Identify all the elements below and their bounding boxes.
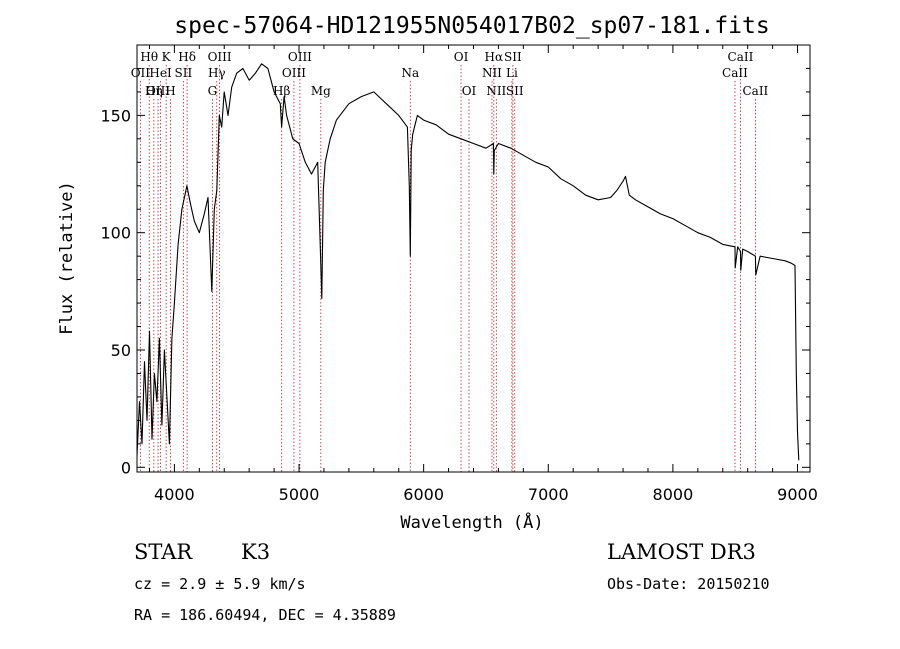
y-tick-label-50: 50 bbox=[111, 341, 131, 360]
line-label-14: Hβ bbox=[273, 84, 290, 98]
object-subclass: K3 bbox=[241, 540, 270, 564]
line-label-20: NII bbox=[482, 66, 502, 80]
line-label-4: HeI bbox=[149, 66, 172, 80]
chart-title: spec-57064-HD121955N054017B02_sp07-181.f… bbox=[174, 13, 769, 39]
x-axis-label: Wavelength (Å) bbox=[400, 511, 543, 533]
line-label-25: CaII bbox=[728, 50, 754, 64]
spectrum-line bbox=[136, 63, 800, 461]
line-label-17: OI bbox=[454, 50, 469, 64]
emission-line-markers bbox=[139, 65, 756, 472]
line-label-15: Mg bbox=[311, 84, 331, 98]
x-tick-label-5000: 5000 bbox=[279, 485, 320, 504]
line-label-27: CaII bbox=[742, 84, 768, 98]
line-label-26: CaII bbox=[722, 66, 748, 80]
line-label-10: Hγ bbox=[208, 66, 226, 80]
line-label-3: K bbox=[162, 50, 172, 64]
object-class: STAR bbox=[134, 540, 193, 564]
line-label-9: OIII bbox=[208, 50, 232, 64]
line-label-11: G bbox=[208, 84, 218, 98]
y-tick-label-0: 0 bbox=[121, 458, 131, 477]
observation-date: Obs-Date: 20150210 bbox=[607, 575, 770, 593]
y-axis: 0 50 100 150 bbox=[100, 67, 810, 477]
x-tick-label-9000: 9000 bbox=[777, 485, 818, 504]
x-tick-label-6000: 6000 bbox=[403, 485, 444, 504]
line-label-13: OIII bbox=[282, 66, 306, 80]
x-tick-label-4000: 4000 bbox=[154, 485, 195, 504]
redshift-velocity: cz = 2.9 ± 5.9 km/s bbox=[134, 575, 306, 593]
line-label-2: OIII bbox=[146, 84, 170, 98]
line-label-22: SII bbox=[504, 50, 522, 64]
plot-frame bbox=[136, 44, 811, 473]
coordinates: RA = 186.60494, DEC = 4.35889 bbox=[134, 606, 396, 624]
line-label-24: SII bbox=[506, 84, 524, 98]
y-tick-label-150: 150 bbox=[100, 106, 131, 125]
line-label-8: Hδ bbox=[178, 50, 196, 64]
x-tick-label-8000: 8000 bbox=[653, 485, 694, 504]
x-tick-label-7000: 7000 bbox=[528, 485, 569, 504]
x-axis: 4000 5000 6000 7000 8000 9000 bbox=[148, 45, 818, 504]
survey-name: LAMOST DR3 bbox=[607, 540, 756, 564]
line-label-0: Hθ bbox=[140, 50, 158, 64]
line-label-19: Hα bbox=[485, 50, 504, 64]
line-label-5: Hη bbox=[145, 84, 163, 98]
line-label-7: H bbox=[165, 84, 175, 98]
line-label-18: OI bbox=[462, 84, 477, 98]
line-label-1: OII bbox=[131, 66, 151, 80]
line-label-23: Li bbox=[506, 66, 518, 80]
y-tick-label-100: 100 bbox=[100, 224, 131, 243]
line-label-6: SII bbox=[175, 66, 193, 80]
y-axis-label: Flux (relative) bbox=[57, 181, 77, 335]
line-label-21: NII bbox=[486, 84, 506, 98]
line-label-16: Na bbox=[401, 66, 419, 80]
line-label-12: OIII bbox=[288, 50, 312, 64]
